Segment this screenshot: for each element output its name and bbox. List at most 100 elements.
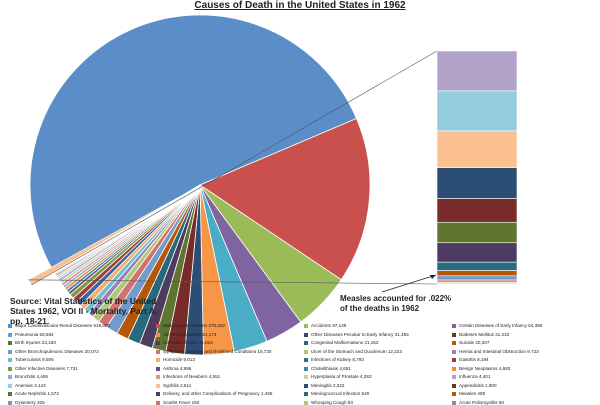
legend-label: Measles 408 (459, 391, 486, 396)
legend-item: Bronchitis 4,465 (8, 373, 156, 382)
legend-label: Ulcer of the Stomach and Duodenum 12,223 (311, 348, 402, 354)
detail-bar-segment (436, 90, 518, 132)
legend-swatch (304, 358, 308, 363)
detail-bar-segment (436, 198, 518, 223)
legend-swatch (304, 349, 308, 354)
legend-swatch (8, 358, 12, 363)
legend-label: Delivery, and other Complications of Pre… (163, 391, 273, 396)
legend-label: Homicide 9,013 (163, 357, 195, 362)
legend-label: Syphilis 2,811 (163, 382, 192, 388)
legend-item: Malignant Neoplasms 278,562 (156, 322, 304, 331)
legend-item: Meningitis 2,322 (304, 382, 452, 391)
legend-label: Certain Diseases of Early Infancy 64,396 (459, 323, 543, 328)
legend-item: Tuberculosis 9,506 (8, 356, 156, 365)
legend-label: Anemias 3,143 (15, 382, 46, 388)
legend-label: Asthma 4,896 (163, 365, 192, 371)
legend-label: Birth Injuries 23,193 (15, 340, 56, 345)
legend-swatch (452, 383, 456, 388)
legend-item: Benign Neoplasms 4,683 (452, 365, 598, 374)
legend-label: Bronchitis 4,465 (15, 374, 48, 379)
legend-swatch (304, 332, 308, 337)
legend-swatch (452, 341, 456, 346)
legend-swatch (156, 383, 160, 388)
legend-swatch (156, 332, 160, 337)
measles-annotation: Measles accounted for .022% of the death… (340, 294, 452, 313)
legend-item: Pneumonia 56,584 (8, 331, 156, 340)
legend-swatch (304, 400, 308, 405)
legend-swatch (304, 341, 308, 346)
legend-item: Anemias 3,143 (8, 382, 156, 391)
legend-item: Certain Diseases of Early Infancy 64,396 (452, 322, 598, 331)
legend-item: Appendicitis 1,800 (452, 382, 598, 391)
legend-item: Birth Injuries 23,193 (8, 339, 156, 348)
measles-arrowhead (430, 275, 436, 279)
legend-label: Dysentery 325 (15, 399, 45, 405)
legend-swatch (452, 324, 456, 329)
legend-item: Ulcer of the Stomach and Duodenum 12,223 (304, 348, 452, 357)
detail-bar-segment (436, 279, 518, 283)
legend-swatch (452, 358, 456, 363)
legend-label: Other Infective Diseases 7,731 (15, 365, 78, 371)
legend-item: Infections of Kidney 8,793 (304, 356, 452, 365)
legend-item: Hyperplasia of Prostate 4,283 (304, 373, 452, 382)
pie-slice (29, 14, 357, 273)
legend-label: Benign Neoplasms 4,683 (459, 365, 511, 371)
legend-swatch (8, 366, 12, 371)
detail-bar-segment (436, 261, 518, 271)
legend-label: Influenza 4,401 (459, 374, 491, 379)
detail-bar-segment (436, 221, 518, 244)
legend-item: Symptoms, Senility, and Ill-defined Cond… (156, 348, 304, 357)
legend-swatch (452, 400, 456, 405)
legend-item: Other Bronchopulmonic Diseases 20,072 (8, 348, 156, 357)
legend-item: Suicide 20,207 (452, 339, 598, 348)
legend-label: Gastritis 8,194 (459, 357, 489, 362)
legend-item: Hernia and Intestinal Obstruction 9,723 (452, 348, 598, 357)
legend-label: Acute Nephritis 1,572 (15, 391, 59, 396)
legend-item: Acute Poliomyelitis 60 (452, 399, 598, 405)
legend-label: Appendicitis 1,800 (459, 382, 497, 388)
detail-bar-segment (436, 167, 518, 199)
legend-swatch (304, 383, 308, 388)
source-note: Source: Vital Statistics of the United S… (10, 296, 158, 326)
legend-label: Accidents 97,139 (311, 323, 347, 328)
legend-item: Meningococcal Infection 649 (304, 390, 452, 399)
legend-swatch (8, 332, 12, 337)
legend-swatch (452, 375, 456, 380)
detail-bar (436, 50, 518, 285)
legend-item: Major Cardiovascular-Renal Diseases 918,… (8, 322, 156, 331)
legend-label: Other Diseases Peculiar to Early Infancy… (311, 331, 409, 337)
legend-swatch (156, 366, 160, 371)
legend-label: All Other Diseases 51,173 (163, 331, 217, 337)
legend-label: Other Bronchopulmonic Diseases 20,072 (15, 348, 99, 354)
legend-label: Meningococcal Infection 649 (311, 391, 370, 396)
callout-lines (28, 50, 438, 293)
legend-label: Tuberculosis 9,506 (15, 357, 54, 362)
legend-swatch (8, 375, 12, 380)
legend-item: Asthma 4,896 (156, 365, 304, 374)
legend-swatch (452, 392, 456, 397)
legend-swatch (156, 341, 160, 346)
legend-label: Malignant Neoplasms 278,562 (163, 323, 226, 328)
legend-item: Syphilis 2,811 (156, 382, 304, 391)
legend-item: Whooping Cough 83 (304, 399, 452, 405)
legend-swatch (156, 400, 160, 405)
legend-swatch (452, 332, 456, 337)
connector-line (31, 50, 438, 286)
legend-swatch (8, 383, 12, 388)
legend-label: Acute Poliomyelitis 60 (459, 399, 504, 405)
legend-label: Cirrhosis of Liver 21,824 (163, 340, 213, 345)
legend-label: Infections of Kidney 8,793 (311, 357, 364, 362)
legend-swatch (304, 375, 308, 380)
legend-swatch (452, 349, 456, 354)
legend-item: Influenza 4,401 (452, 373, 598, 382)
legend-swatch (156, 349, 160, 354)
connector-line (28, 279, 438, 285)
legend-swatch (304, 324, 308, 329)
legend-item: Delivery, and other Complications of Pre… (156, 390, 304, 399)
pie-slice (199, 117, 371, 281)
legend-label: Diabetes Mellitus 31,222 (459, 331, 510, 337)
legend-swatch (304, 366, 308, 371)
legend-swatch (8, 341, 12, 346)
legend-item: All Other Diseases 51,173 (156, 331, 304, 340)
